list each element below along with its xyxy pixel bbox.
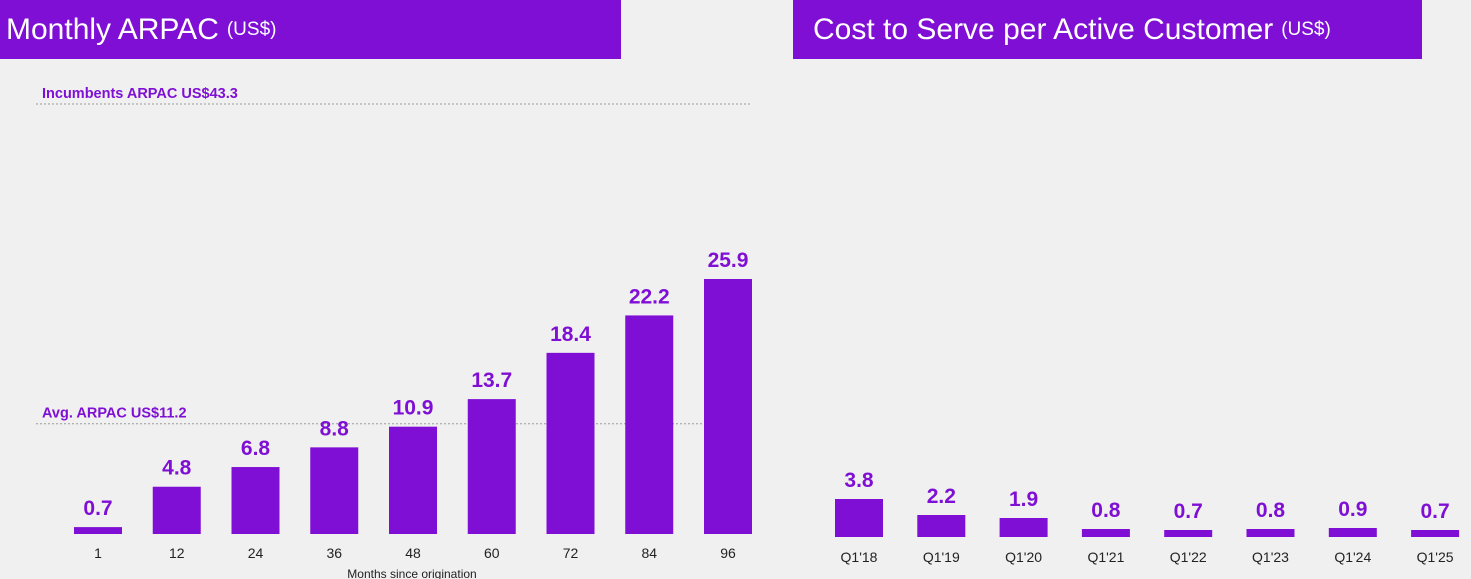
- cost-bar: [835, 499, 883, 537]
- arpac-chart-title: Monthly ARPAC: [6, 12, 219, 46]
- arpac-bar: [74, 527, 122, 534]
- cost-chart-title: Cost to Serve per Active Customer: [813, 12, 1274, 46]
- arpac-bar-value-label: 25.9: [708, 249, 749, 272]
- cost-x-tick-label: Q1'18: [841, 549, 878, 565]
- arpac-x-tick-label: 1: [94, 545, 102, 561]
- arpac-bar-value-label: 13.7: [471, 369, 512, 392]
- arpac-chart-unit: (US$): [226, 18, 277, 40]
- arpac-bar-value-label: 10.9: [393, 397, 434, 420]
- cost-bar-value-label: 2.2: [927, 485, 956, 508]
- cost-x-tick-label: Q1'21: [1087, 549, 1124, 565]
- arpac-x-tick-label: 72: [563, 545, 579, 561]
- arpac-bar: [704, 279, 752, 534]
- arpac-bar-value-label: 22.2: [629, 285, 670, 308]
- arpac-bar: [389, 426, 437, 534]
- arpac-bar: [152, 486, 201, 534]
- cost-bar: [1164, 530, 1213, 537]
- arpac-bar-value-label: 6.8: [241, 437, 271, 460]
- cost-bar-value-label: 0.8: [1091, 499, 1121, 522]
- cost-x-tick-label: Q1'20: [1005, 549, 1042, 565]
- arpac-x-tick-label: 84: [641, 545, 657, 561]
- arpac-reference-label: Incumbents ARPAC US$43.3: [42, 86, 238, 102]
- arpac-bar-value-label: 18.4: [550, 323, 591, 346]
- arpac-bar-value-label: 0.7: [83, 497, 112, 520]
- arpac-bar-value-label: 4.8: [162, 457, 192, 480]
- arpac-x-axis-label: Months since origination: [347, 567, 476, 579]
- cost-bar-value-label: 0.9: [1338, 498, 1367, 521]
- arpac-x-tick-label: 24: [248, 545, 264, 561]
- arpac-bar: [467, 399, 516, 534]
- cost-bar-value-label: 0.8: [1256, 499, 1286, 522]
- cost-bar: [999, 518, 1048, 537]
- arpac-bar: [625, 315, 674, 534]
- cost-x-tick-label: Q1'22: [1170, 549, 1207, 565]
- cost-bar-value-label: 0.7: [1174, 500, 1203, 523]
- cost-bar: [1411, 530, 1460, 537]
- cost-bar: [1081, 529, 1130, 537]
- cost-x-tick-label: Q1'24: [1334, 549, 1371, 565]
- arpac-x-tick-label: 12: [169, 545, 185, 561]
- arpac-chart: Incumbents ARPAC US$43.3 Avg. ARPAC US$11…: [36, 86, 752, 579]
- arpac-reference-label: Avg. ARPAC US$11.2: [42, 406, 187, 422]
- cost-bar: [1246, 529, 1295, 537]
- arpac-title-banner: Monthly ARPAC (US$): [0, 0, 621, 59]
- cost-chart-unit: (US$): [1281, 18, 1331, 40]
- cost-bar-value-label: 1.9: [1009, 488, 1038, 511]
- cost-chart: 3.8 Q1'18 2.2 Q1'19 1.9 Q1'20 0.8 Q1'21 0.7 Q1'22…: [835, 469, 1460, 565]
- arpac-bar: [310, 447, 359, 534]
- arpac-bar-value-label: 8.8: [320, 417, 350, 440]
- arpac-x-tick-label: 60: [484, 545, 500, 561]
- cost-x-tick-label: Q1'23: [1252, 549, 1289, 565]
- cost-bar: [1328, 528, 1377, 537]
- cost-bar-value-label: 3.8: [844, 469, 874, 492]
- cost-x-tick-label: Q1'19: [923, 549, 960, 565]
- cost-bar-value-label: 0.7: [1420, 500, 1449, 523]
- cost-x-tick-label: Q1'25: [1417, 549, 1454, 565]
- arpac-x-tick-label: 96: [720, 545, 736, 561]
- arpac-x-tick-label: 48: [405, 545, 421, 561]
- arpac-bar: [546, 352, 595, 534]
- cost-bar: [917, 515, 966, 537]
- cost-title-banner: Cost to Serve per Active Customer (US$): [793, 0, 1422, 59]
- arpac-x-tick-label: 36: [326, 545, 342, 561]
- arpac-bar: [231, 467, 280, 534]
